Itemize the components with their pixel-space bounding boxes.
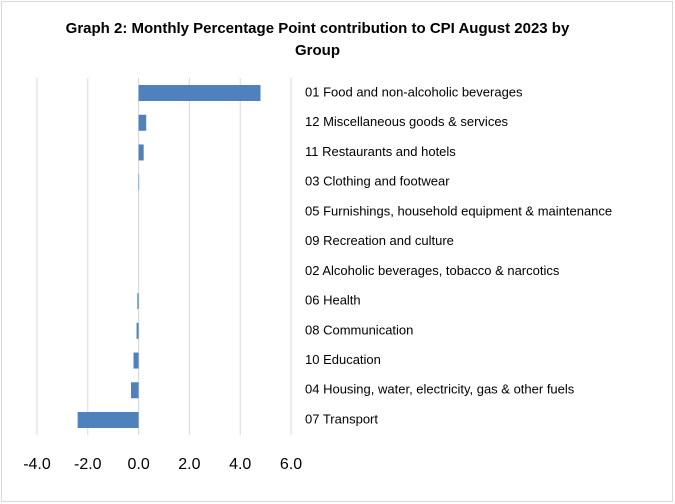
x-tick-label: 0.0 xyxy=(127,456,149,473)
bar xyxy=(77,412,139,428)
bar xyxy=(138,114,147,131)
bar xyxy=(138,174,140,191)
category-label: 10 Education xyxy=(305,352,381,367)
category-label: 06 Health xyxy=(305,293,361,308)
category-label: 05 Furnishings, household equipment & ma… xyxy=(305,203,612,218)
category-label: 11 Restaurants and hotels xyxy=(305,144,456,159)
x-tick-label: 6.0 xyxy=(280,456,302,473)
bar xyxy=(137,293,139,310)
category-label: 03 Clothing and footwear xyxy=(305,174,450,189)
chart-title: Graph 2: Monthly Percentage Point contri… xyxy=(65,20,570,59)
x-tick-label: 2.0 xyxy=(178,456,200,473)
category-label: 09 Recreation and culture xyxy=(305,233,454,248)
x-tick-label: -2.0 xyxy=(74,456,102,473)
category-label: 08 Communication xyxy=(305,322,413,337)
x-tick-label: 4.0 xyxy=(229,456,251,473)
bar xyxy=(136,322,139,339)
category-label: 12 Miscellaneous goods & services xyxy=(305,114,509,129)
bar xyxy=(138,85,261,101)
bar xyxy=(130,382,139,399)
category-label: 01 Food and non-alcoholic beverages xyxy=(305,84,523,99)
x-tick-label: -4.0 xyxy=(23,456,51,473)
category-label: 02 Alcoholic beverages, tobacco & narcot… xyxy=(305,263,560,278)
bar xyxy=(138,144,144,161)
category-label: 07 Transport xyxy=(305,411,378,426)
bar xyxy=(133,352,139,369)
category-label: 04 Housing, water, electricity, gas & ot… xyxy=(305,382,575,397)
